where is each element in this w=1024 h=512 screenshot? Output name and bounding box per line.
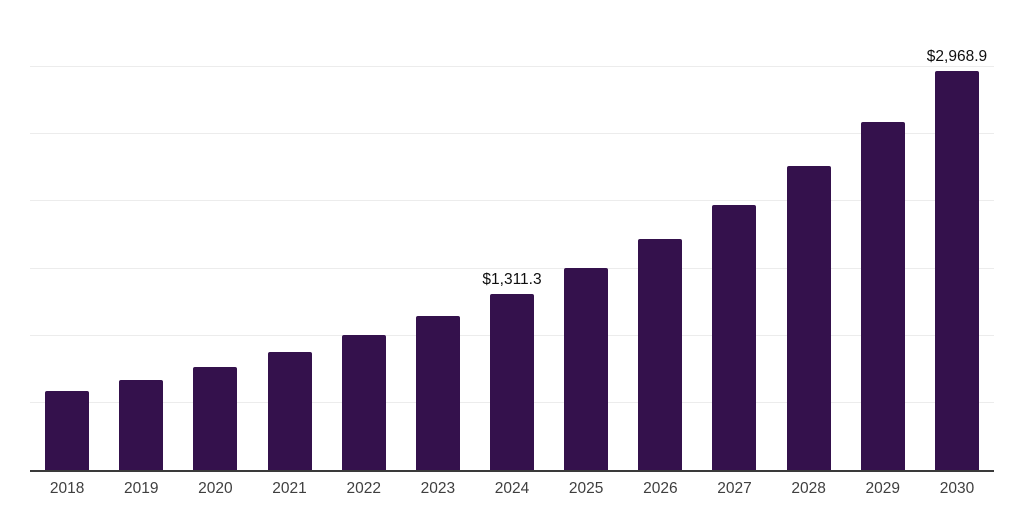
- bars-layer: $1,311.3 $2,968.9: [30, 0, 994, 470]
- gridline: [30, 66, 994, 68]
- plot-area: $1,311.3 $2,968.9: [30, 0, 994, 472]
- bar-slot-2026: [623, 0, 697, 470]
- bar-slot-2027: [697, 0, 771, 470]
- x-tick-label-2025: 2025: [568, 480, 604, 497]
- bar-2021: [267, 351, 312, 470]
- x-tick-label-2018: 2018: [49, 480, 85, 497]
- bar-slot-2018: [30, 0, 104, 470]
- x-tick-label-2023: 2023: [420, 480, 456, 497]
- bar-slot-2023: [401, 0, 475, 470]
- x-tick-label-2022: 2022: [346, 480, 381, 497]
- bar-2024: [490, 293, 535, 470]
- gridline: [30, 200, 994, 202]
- bar-2029: [860, 121, 905, 470]
- bar-slot-2024: $1,311.3: [475, 0, 549, 470]
- bar-slot-2030: $2,968.9: [920, 0, 994, 470]
- bar-slot-2028: [772, 0, 846, 470]
- x-tick-label-2019: 2019: [123, 480, 159, 497]
- bar-2020: [193, 366, 238, 470]
- gridline: [30, 267, 994, 269]
- x-tick-label-2024: 2024: [494, 480, 530, 497]
- bar-2018: [45, 391, 90, 470]
- value-label-2030: $2,968.9: [926, 48, 988, 66]
- bar-slot-2019: [104, 0, 178, 470]
- bar-slot-2025: [549, 0, 623, 470]
- x-tick-label-2029: 2029: [865, 480, 901, 497]
- x-tick-label-2030: 2030: [939, 480, 975, 497]
- bar-slot-2029: [846, 0, 920, 470]
- value-label-2024: $1,311.3: [482, 270, 542, 288]
- x-tick-label-2028: 2028: [791, 480, 826, 497]
- bar-2030: [934, 71, 979, 470]
- bar-2025: [564, 268, 609, 470]
- bar-slot-2022: [327, 0, 401, 470]
- bar-2028: [786, 166, 831, 470]
- x-tick-label-2026: 2026: [643, 480, 678, 497]
- bar-2026: [638, 238, 683, 470]
- bar-2022: [341, 335, 386, 470]
- x-tick-label-2027: 2027: [717, 480, 752, 497]
- bar-2027: [712, 205, 757, 470]
- bar-2023: [415, 316, 460, 470]
- bar-2019: [119, 380, 164, 470]
- bar-slot-2021: [252, 0, 326, 470]
- bar-slot-2020: [178, 0, 252, 470]
- x-axis-labels: 2018 2019 2020 2021 2022 2023 2024 2025 2026 2027…: [30, 480, 994, 498]
- x-tick-label-2020: 2020: [198, 480, 233, 497]
- gridline: [30, 133, 994, 135]
- x-tick-label-2021: 2021: [272, 480, 307, 497]
